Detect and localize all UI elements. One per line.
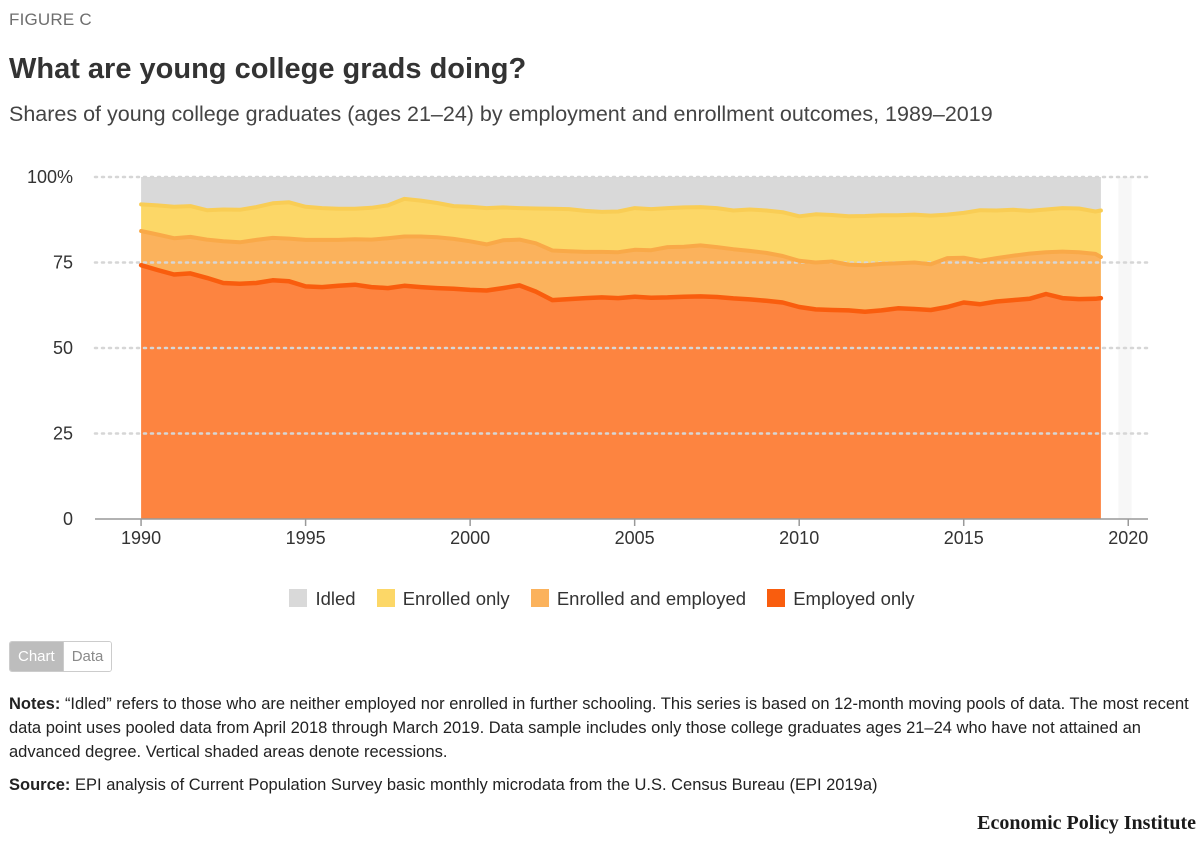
legend-label-employed-only: Employed only [793, 588, 915, 609]
legend-swatch-idled [289, 589, 308, 607]
series-lines-group [138, 196, 1104, 314]
y-tick-label-75: 75 [53, 253, 73, 273]
area-employed-only [141, 265, 1101, 519]
x-tick-label-1995: 1995 [286, 528, 326, 548]
legend-item-idled: Idled [289, 588, 356, 610]
legend-swatch-employed-only [767, 589, 786, 607]
gridlines-group [93, 175, 1150, 435]
axes-group: 1990 1995 2000 2005 2010 2015 2020 0 25 50 75 100% [27, 167, 1148, 548]
legend-label-enrolled-and-employed: Enrolled and employed [556, 588, 747, 609]
area-chart: 1990 1995 2000 2005 2010 2015 2020 0 25 50 75 100% [27, 167, 1150, 548]
epi-logo: Economic Policy Institute [977, 812, 1196, 834]
notes-label: Notes: [9, 695, 61, 713]
line-enrolled-only [139, 196, 1103, 219]
legend-swatch-enrolled-and-employed [530, 589, 549, 607]
area-enrolled-and-employed [141, 231, 1101, 312]
source-label: Source: [9, 776, 71, 794]
area-enrolled-only [141, 198, 1101, 266]
legend-item-enrolled-only: Enrolled only [376, 588, 510, 610]
x-tick-label-1990: 1990 [121, 528, 161, 548]
legend-item-employed-only: Employed only [767, 588, 915, 610]
x-tick-label-2020: 2020 [1108, 528, 1148, 548]
area-idled [141, 177, 1101, 217]
line-enrolled-and-employed [139, 229, 1103, 268]
stacked-areas-group [141, 177, 1101, 519]
y-tick-label-50: 50 [53, 338, 73, 358]
x-tick-label-2015: 2015 [944, 528, 984, 548]
chart-title: What are young college grads doing? [9, 53, 527, 85]
x-tick-label-2005: 2005 [615, 528, 655, 548]
figure-label: FIGURE C [9, 10, 92, 29]
x-tick-label-2010: 2010 [779, 528, 819, 548]
chart-legend: Idled Enrolled only Enrolled and employe… [0, 588, 1204, 610]
chart-subtitle: Shares of young college graduates (ages … [9, 102, 993, 126]
chart-data-toggle: Chart Data [9, 641, 113, 672]
notes-text: “Idled” refers to those who are neither … [9, 695, 1189, 761]
legend-label-idled: Idled [315, 588, 356, 609]
chart-tab-button[interactable]: Chart [10, 642, 63, 671]
legend-label-enrolled-only: Enrolled only [402, 588, 510, 609]
notes-paragraph: Notes: “Idled” refers to those who are n… [9, 692, 1189, 764]
source-text: EPI analysis of Current Population Surve… [75, 776, 878, 794]
y-tick-label-100: 100% [27, 167, 73, 187]
line-employed-only [138, 262, 1104, 314]
legend-item-enrolled-and-employed: Enrolled and employed [530, 588, 747, 610]
y-tick-label-25: 25 [53, 424, 73, 444]
y-tick-label-0: 0 [63, 509, 73, 529]
data-tab-button[interactable]: Data [62, 642, 112, 671]
legend-swatch-enrolled-only [376, 589, 395, 607]
source-paragraph: Source: EPI analysis of Current Populati… [9, 773, 1189, 797]
x-tick-label-2000: 2000 [450, 528, 490, 548]
